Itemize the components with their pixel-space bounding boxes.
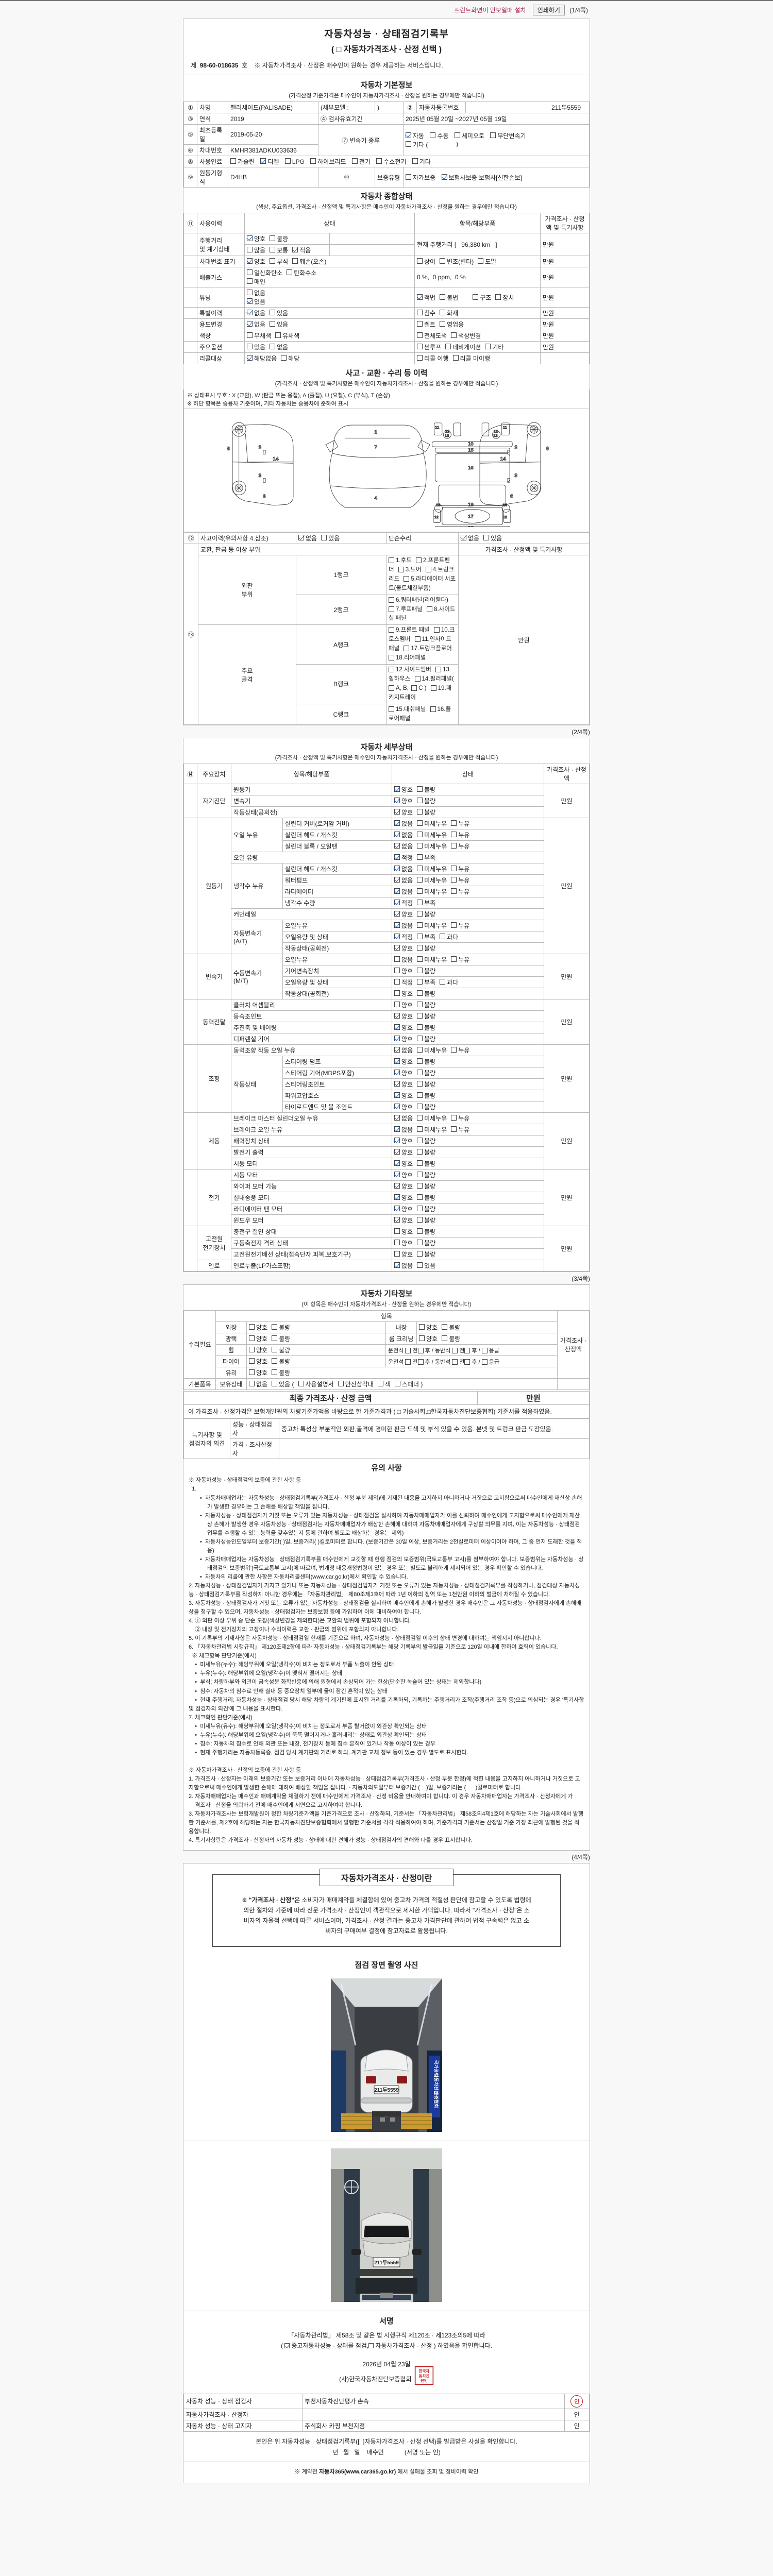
svg-text:13: 13 [493, 433, 497, 438]
svg-text:16: 16 [468, 465, 473, 470]
svg-text:11: 11 [435, 425, 439, 430]
svg-text:8: 8 [227, 446, 230, 452]
svg-text:3: 3 [259, 473, 262, 479]
svg-text:7: 7 [374, 445, 377, 450]
svg-text:6: 6 [263, 494, 266, 500]
svg-text:1: 1 [374, 430, 377, 435]
svg-text:3: 3 [514, 473, 517, 479]
svg-text:11: 11 [503, 425, 507, 430]
svg-text:19: 19 [468, 502, 473, 507]
svg-text:13: 13 [445, 433, 449, 438]
svg-text:6: 6 [510, 494, 513, 500]
svg-text:3: 3 [259, 445, 262, 450]
svg-text:14: 14 [273, 456, 279, 462]
svg-text:12: 12 [434, 515, 439, 519]
svg-text:15: 15 [468, 447, 473, 452]
svg-text:3: 3 [514, 445, 517, 450]
svg-text:17: 17 [468, 514, 473, 519]
svg-text:10: 10 [468, 442, 473, 447]
svg-text:한국자: 한국자 [419, 2368, 430, 2374]
svg-text:8: 8 [546, 446, 549, 452]
svg-text:14: 14 [500, 456, 507, 462]
svg-text:12: 12 [503, 515, 507, 519]
svg-text:4: 4 [374, 496, 377, 501]
svg-text:동차진: 동차진 [419, 2373, 430, 2378]
svg-text:211두5559: 211두5559 [374, 2087, 399, 2093]
svg-text:보증협회: 보증협회 [433, 2091, 439, 2108]
svg-text:13: 13 [436, 503, 440, 507]
svg-text:단인: 단인 [421, 2378, 428, 2383]
svg-text:211두5559: 211두5559 [374, 2260, 399, 2266]
svg-text:18: 18 [468, 526, 473, 527]
